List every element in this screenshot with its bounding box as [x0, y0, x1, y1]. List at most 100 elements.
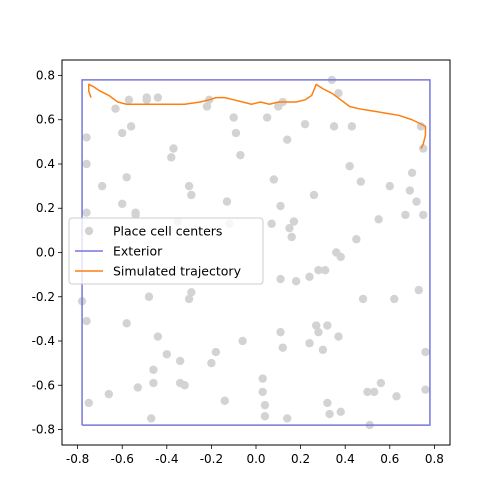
place-cell-point-25 [153, 332, 163, 341]
place-cell-point-22 [149, 365, 158, 374]
place-cell-point-9 [118, 128, 127, 138]
place-cell-point-90 [358, 294, 368, 304]
place-cell-point-28 [167, 153, 176, 162]
y-tick-label-4: 0.0 [36, 246, 55, 260]
place-cell-point-63 [285, 223, 294, 233]
place-cell-point-85 [336, 407, 345, 417]
place-cell-point-64 [287, 232, 296, 242]
place-cell-point-13 [124, 95, 134, 105]
place-cell-point-54 [269, 175, 279, 184]
place-cell-point-100 [405, 186, 415, 195]
place-cell-point-49 [258, 387, 267, 397]
place-cell-point-74 [318, 345, 328, 355]
legend-label-trajectory: Simulated trajectory [113, 264, 242, 279]
x-tick-label-5: 0.2 [291, 452, 310, 466]
place-cell-point-71 [312, 321, 321, 330]
place-cell-point-107 [421, 347, 430, 357]
place-cell-point-108 [421, 385, 430, 394]
place-cell-point-39 [207, 358, 216, 368]
place-cell-point-57 [276, 201, 285, 211]
place-cell-point-89 [356, 177, 365, 186]
place-cell-point-32 [180, 381, 189, 390]
legend-label-exterior: Exterior [113, 244, 163, 259]
place-cell-point-14 [126, 122, 136, 131]
place-cell-point-70 [309, 190, 319, 200]
place-cell-point-106 [419, 210, 428, 220]
exterior-line [81, 79, 431, 426]
axes: -0.8 -0.6 -0.4 -0.2 0.0 0.2 0.4 0.6 0.8 -0.8 -0.6 -… [32, 68, 444, 466]
place-cell-point-21 [147, 414, 156, 423]
x-tick-label-2: -0.4 [155, 452, 178, 466]
place-cell-point-53 [267, 219, 276, 228]
place-cell-point-58 [276, 274, 285, 284]
place-cell-point-62 [283, 414, 292, 423]
place-cell-point-1 [82, 159, 91, 169]
place-cell-point-97 [390, 294, 399, 304]
place-cell-point-0 [82, 133, 91, 142]
place-cell-point-12 [122, 319, 131, 328]
y-tick-label-0: -0.8 [32, 423, 55, 437]
place-cell-point-4 [82, 316, 91, 326]
y-tick-label-2: -0.4 [32, 334, 55, 348]
place-cell-point-44 [229, 113, 238, 122]
place-cell-point-60 [278, 343, 287, 352]
y-tick-label-5: 0.2 [36, 201, 55, 215]
y-tick-label-7: 0.6 [36, 113, 55, 127]
place-cell-point-10 [118, 199, 127, 209]
place-cell-point-20 [144, 292, 154, 301]
legend: Place cell centers Exterior Simulated tr… [68, 217, 264, 285]
place-cell-point-48 [258, 374, 267, 383]
place-cell-point-76 [323, 321, 332, 330]
place-cell-point-73 [314, 327, 323, 337]
place-cell-point-87 [347, 122, 357, 131]
place-cell-point-33 [184, 181, 194, 191]
place-cell-point-103 [414, 285, 423, 295]
place-cell-point-16 [131, 208, 140, 217]
legend-box [68, 217, 264, 285]
place-cell-point-50 [260, 400, 270, 410]
place-cell-point-98 [392, 392, 401, 401]
x-tick-label-6: 0.4 [336, 452, 355, 466]
place-cell-point-95 [376, 378, 386, 388]
place-cell-point-94 [374, 215, 383, 224]
place-cell-point-6 [97, 181, 107, 191]
place-cell-point-27 [169, 144, 178, 153]
place-cell-point-19 [142, 95, 151, 105]
place-cell-point-80 [329, 122, 339, 131]
place-cell-point-88 [352, 235, 361, 244]
place-cell-point-66 [291, 277, 301, 286]
place-cell-point-91 [363, 387, 372, 397]
place-cell-point-65 [289, 217, 299, 226]
legend-label-place-cells: Place cell centers [113, 224, 222, 239]
plot-area [77, 75, 431, 430]
place-cell-point-78 [325, 409, 334, 419]
place-cell-point-26 [162, 350, 171, 359]
y-tick-label-3: -0.2 [32, 290, 55, 304]
legend-marker-place-cells [84, 226, 94, 236]
x-tick-label-7: 0.6 [380, 452, 399, 466]
place-cell-point-34 [187, 190, 196, 200]
place-cell-point-11 [122, 173, 131, 182]
place-cell-point-30 [175, 356, 185, 366]
place-cell-point-8 [111, 104, 120, 113]
y-tick-label-8: 0.8 [36, 68, 55, 82]
place-cell-point-17 [133, 383, 143, 392]
x-tick-label-1: -0.6 [110, 452, 133, 466]
y-tick-label-1: -0.6 [32, 378, 55, 392]
place-cell-point-2 [82, 208, 91, 217]
x-tick-label-0: -0.8 [66, 452, 89, 466]
place-cell-point-83 [334, 332, 343, 341]
place-cell-point-102 [412, 197, 421, 206]
place-cell-point-23 [149, 378, 158, 388]
place-cell-point-93 [369, 387, 379, 397]
place-cell-point-41 [220, 396, 229, 405]
place-cell-point-68 [305, 272, 314, 282]
place-cell-point-75 [320, 266, 330, 275]
trajectory-line [88, 83, 427, 149]
place-cell-point-82 [334, 88, 343, 98]
place-cell-point-67 [300, 119, 310, 129]
x-tick-label-4: 0.0 [246, 452, 265, 466]
place-cell-point-105 [419, 144, 428, 153]
x-tick-label-8: 0.8 [425, 452, 444, 466]
